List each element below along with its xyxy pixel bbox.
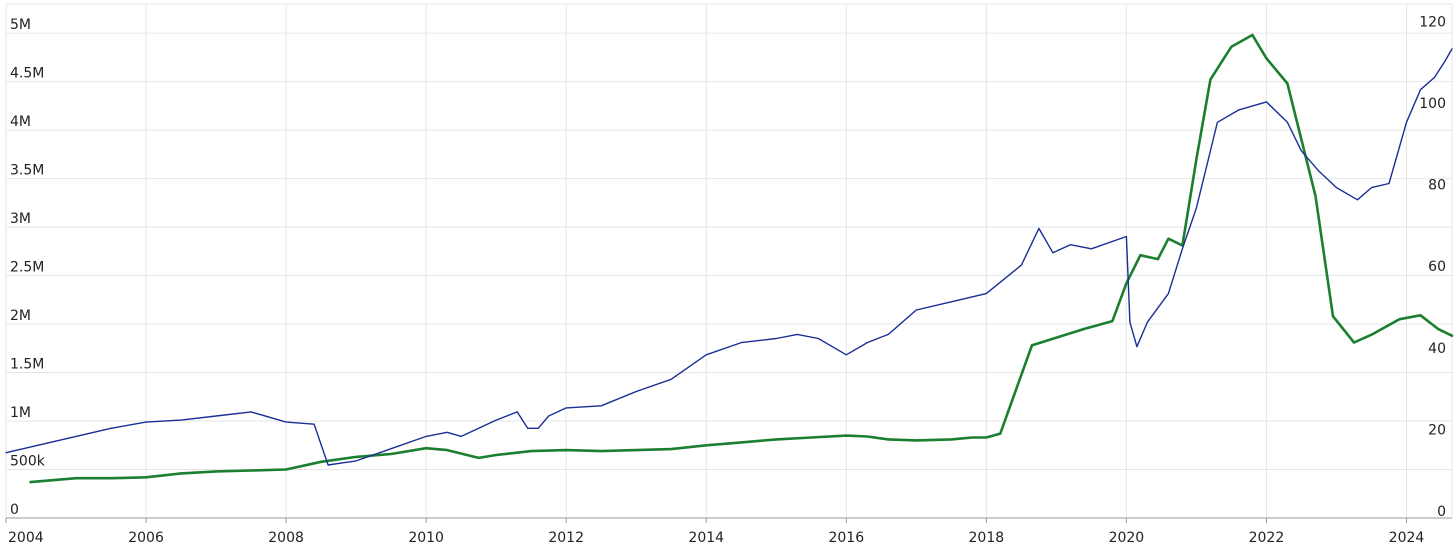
left-y-tick-label: 2.5M [10, 260, 44, 276]
grid-lines [5, 3, 1453, 518]
left-y-tick-label: 2M [10, 308, 31, 324]
right-y-tick-label: 0 [1437, 504, 1446, 520]
x-axis-tick-labels: 2004 2006 2008 2010 2012 2014 2016 2018 2020 2022… [5, 518, 1425, 546]
left-y-tick-label: 1M [10, 405, 31, 421]
x-tick-label: 2016 [828, 530, 864, 546]
x-tick-label: 2004 [8, 530, 44, 546]
right-y-tick-label: 40 [1428, 341, 1446, 357]
x-tick-label: 2024 [1389, 530, 1425, 546]
left-y-tick-label: 4.5M [10, 66, 44, 82]
right-y-tick-label: 20 [1428, 422, 1446, 438]
right-y-tick-label: 80 [1428, 178, 1446, 194]
left-axis-tick-labels: 0 500k 1M 1.5M 2M 2.5M 3M 3.5M 4M 4.5M 5M [10, 17, 46, 518]
left-y-tick-label: 5M [10, 17, 31, 33]
left-y-tick-label: 4M [10, 114, 31, 130]
x-tick-label: 2020 [1109, 530, 1145, 546]
series-line-right-axis [5, 48, 1453, 466]
x-tick-label: 2012 [548, 530, 584, 546]
left-y-tick-label: 0 [10, 502, 19, 518]
x-tick-label: 2014 [688, 530, 724, 546]
right-y-tick-label: 60 [1428, 259, 1446, 275]
x-tick-label: 2008 [268, 530, 304, 546]
left-y-tick-label: 3M [10, 211, 31, 227]
right-y-tick-label: 100 [1419, 96, 1446, 112]
x-tick-label: 2006 [128, 530, 164, 546]
right-y-tick-label: 120 [1419, 14, 1446, 30]
x-tick-label: 2022 [1249, 530, 1285, 546]
series-layer [5, 33, 1454, 484]
left-y-tick-label: 500k [10, 454, 46, 470]
x-tick-label: 2018 [969, 530, 1005, 546]
series-line-left-axis [29, 33, 1454, 484]
left-y-tick-label: 3.5M [10, 163, 44, 179]
left-y-tick-label: 1.5M [10, 357, 44, 373]
x-tick-label: 2010 [408, 530, 444, 546]
right-axis-tick-labels: 0 20 40 60 80 100 120 [1419, 14, 1446, 520]
